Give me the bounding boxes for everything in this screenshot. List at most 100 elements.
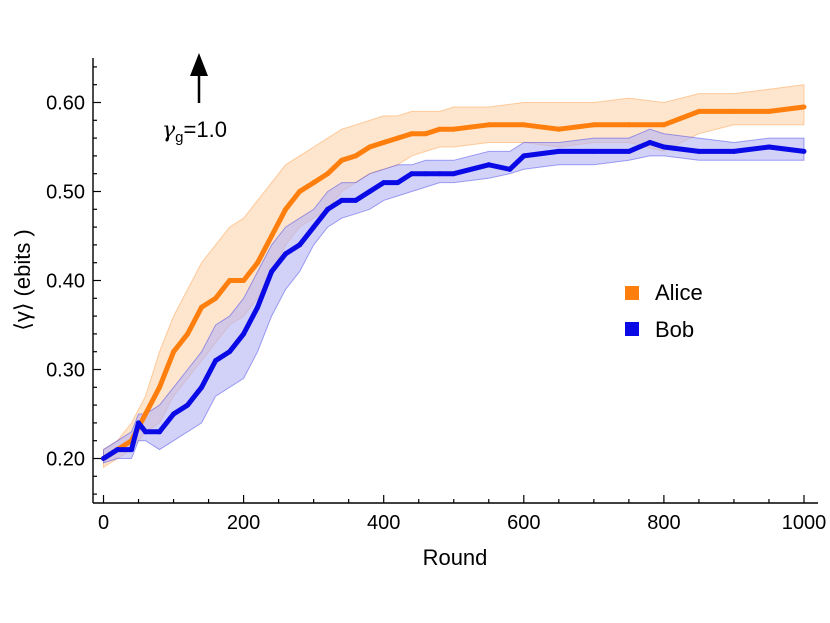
point-alice: [367, 144, 373, 150]
line-alice: [102, 104, 805, 461]
point-bob: [367, 189, 373, 194]
point-bob: [661, 144, 667, 150]
point-alice: [185, 331, 191, 337]
point-alice: [437, 126, 443, 132]
x-tick-label: 1000: [782, 512, 827, 534]
point-alice: [661, 122, 667, 128]
point-bob: [227, 349, 233, 355]
point-bob: [101, 456, 106, 461]
point-bob: [199, 384, 205, 390]
point-alice: [696, 108, 702, 114]
y-axis-title: ⟨γ⟩ (ebits ): [10, 229, 35, 331]
y-tick-label: 0.60: [46, 93, 85, 115]
point-alice: [486, 122, 492, 128]
series-lines: [101, 104, 807, 461]
point-alice: [556, 126, 562, 132]
point-bob: [283, 251, 289, 257]
y-tick-label: 0.30: [46, 360, 85, 382]
point-bob: [255, 304, 261, 310]
point-bob: [157, 429, 162, 435]
y-ticks: 0.20 0.30 0.40 0.50 0.60: [46, 66, 101, 495]
point-alice: [283, 206, 289, 212]
point-bob: [213, 358, 219, 364]
point-bob: [297, 242, 303, 248]
point-bob: [311, 224, 317, 230]
x-tick-label: 200: [227, 512, 260, 534]
point-bob: [325, 206, 331, 212]
point-bob: [381, 180, 387, 186]
y-tick-label: 0.20: [46, 449, 85, 471]
x-tick-label: 400: [367, 512, 400, 534]
point-bob: [451, 171, 457, 177]
point-bob: [171, 411, 177, 417]
point-alice: [143, 411, 148, 417]
point-alice: [731, 108, 737, 114]
annotation-symbol: γ: [162, 118, 176, 143]
point-bob: [437, 171, 443, 177]
point-alice: [451, 126, 457, 132]
point-bob: [241, 331, 247, 337]
point-alice: [801, 104, 807, 110]
point-alice: [157, 384, 162, 390]
point-bob: [486, 162, 492, 168]
band-bob: [103, 128, 805, 464]
point-alice: [311, 180, 317, 186]
point-bob: [626, 148, 632, 154]
point-bob: [731, 148, 737, 154]
point-bob: [136, 420, 141, 426]
x-ticks: 0 200 400 600 800 1000: [98, 495, 826, 534]
point-bob: [507, 166, 513, 172]
point-bob: [115, 447, 120, 453]
point-alice: [269, 233, 275, 239]
x-axis-title: Round: [423, 545, 488, 570]
point-alice: [626, 122, 632, 128]
point-alice: [353, 153, 359, 159]
point-bob: [143, 429, 148, 435]
point-bob: [185, 402, 191, 408]
point-bob: [409, 171, 415, 177]
annotation-label: γg=1.0: [162, 117, 227, 146]
point-alice: [521, 122, 527, 128]
legend: Alice Bob: [625, 280, 703, 342]
point-alice: [591, 122, 597, 128]
legend-swatch-alice: [625, 286, 639, 300]
point-bob: [423, 171, 429, 177]
point-bob: [339, 197, 345, 203]
x-tick-label: 800: [647, 512, 680, 534]
y-tick-label: 0.50: [46, 182, 85, 204]
point-bob: [556, 148, 562, 154]
point-bob: [129, 447, 134, 453]
point-bob: [353, 197, 359, 203]
point-alice: [381, 140, 387, 145]
x-tick-label: 0: [98, 512, 109, 534]
point-alice: [171, 349, 177, 355]
point-alice: [766, 108, 772, 114]
point-bob: [521, 153, 527, 159]
legend-label-bob: Bob: [655, 317, 694, 342]
point-alice: [409, 131, 415, 137]
point-bob: [647, 140, 653, 145]
point-alice: [227, 278, 233, 283]
point-bob: [801, 148, 807, 154]
annotation-subscript: g: [175, 129, 183, 146]
point-bob: [696, 148, 702, 154]
point-bob: [766, 144, 772, 150]
confidence-bands: [103, 84, 805, 469]
legend-label-alice: Alice: [655, 280, 703, 305]
legend-swatch-bob: [625, 322, 639, 336]
arrow-up-icon: [190, 53, 208, 76]
point-alice: [213, 295, 219, 301]
point-alice: [325, 171, 331, 177]
point-alice: [339, 157, 345, 163]
annotation-value: =1.0: [184, 117, 227, 142]
point-alice: [255, 260, 261, 266]
point-alice: [395, 135, 401, 141]
annotation: γg=1.0: [162, 53, 227, 146]
point-alice: [423, 131, 429, 137]
point-alice: [241, 278, 247, 283]
point-bob: [395, 180, 401, 186]
point-bob: [269, 269, 275, 275]
point-alice: [199, 304, 205, 310]
y-tick-label: 0.40: [46, 271, 85, 293]
